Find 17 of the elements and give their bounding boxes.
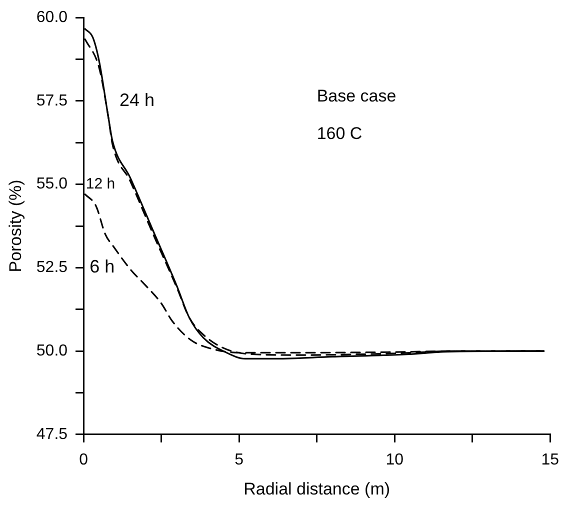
x-tick-label: 5 xyxy=(234,451,244,468)
annotation: 24 h xyxy=(119,90,155,110)
annotation: Base case xyxy=(316,86,396,106)
y-tick-label: 50.0 xyxy=(36,342,68,360)
y-axis-title: Porosity (%) xyxy=(6,180,25,272)
x-tick-label: 10 xyxy=(386,451,404,468)
annotation: 12 h xyxy=(86,175,116,192)
x-tick-label: 0 xyxy=(79,451,88,468)
x-axis-title: Radial distance (m) xyxy=(244,479,390,498)
x-tick-label: 15 xyxy=(541,451,560,468)
y-tick-label: 47.5 xyxy=(36,426,68,443)
y-tick-label: 52.5 xyxy=(36,259,68,276)
annotation: 160 C xyxy=(316,124,362,143)
annotation: 6 h xyxy=(90,256,115,277)
y-tick-label: 55.0 xyxy=(36,176,68,193)
y-tick-label: 57.5 xyxy=(36,92,68,110)
y-tick-label: 60.0 xyxy=(36,9,68,26)
